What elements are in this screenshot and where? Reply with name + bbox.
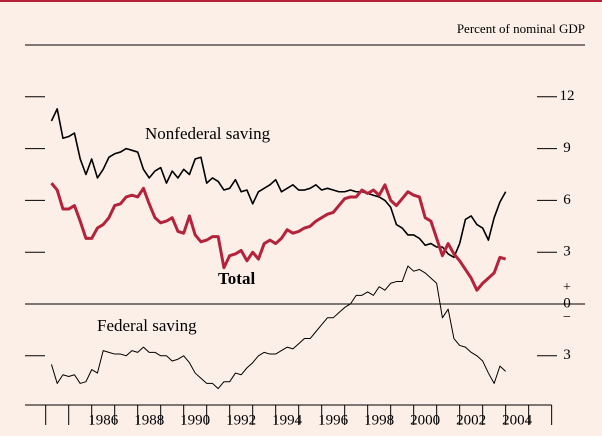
top-rule: [0, 0, 602, 2]
y-tick-label: 0: [563, 295, 571, 311]
x-tick-label: 2004: [502, 412, 533, 428]
zero-sign: −: [563, 310, 571, 325]
series-line: [50, 265, 506, 390]
y-tick-label: 3: [563, 347, 571, 363]
y-tick-label: 6: [563, 192, 571, 208]
x-tick-label: 1998: [364, 412, 394, 428]
y-tick-label: 3: [563, 244, 571, 260]
x-tick-label: 1988: [134, 412, 164, 428]
series-label: Nonfederal saving: [145, 124, 271, 143]
x-tick-label: 1992: [226, 412, 256, 428]
x-tick-label: 2000: [410, 412, 440, 428]
series-label: Total: [218, 269, 255, 288]
x-tick-label: 1994: [272, 412, 303, 428]
series-label: Federal saving: [97, 316, 197, 335]
zero-sign: +: [563, 280, 571, 295]
x-tick-label: 1996: [318, 412, 349, 428]
subtitle: Percent of nominal GDP: [457, 21, 585, 36]
series-line: [50, 108, 507, 259]
x-tick-label: 1986: [88, 412, 119, 428]
series-line: [50, 182, 507, 292]
x-tick-label: 1990: [180, 412, 210, 428]
y-tick-label: 9: [563, 140, 571, 156]
x-tick-label: 2002: [456, 412, 486, 428]
y-tick-label: 12: [560, 88, 575, 104]
